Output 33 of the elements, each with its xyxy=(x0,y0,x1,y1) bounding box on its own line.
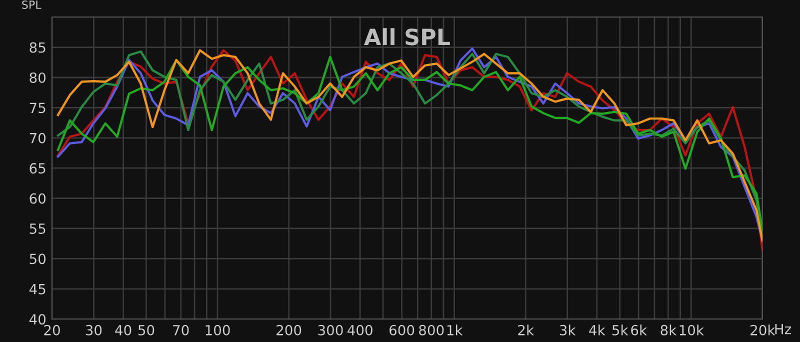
x-tick-label: 40 xyxy=(115,324,132,336)
x-tick-label: 50 xyxy=(138,324,154,336)
x-tick-label: 600 xyxy=(389,324,414,336)
y-tick-label: 45 xyxy=(29,284,46,294)
x-tick-label: 400 xyxy=(348,324,372,336)
x-tick-label: 1k xyxy=(447,324,463,336)
x-tick-label: 2k xyxy=(518,324,534,336)
x-tick-label: 300 xyxy=(318,324,343,336)
y-tick-label: 80 xyxy=(30,72,46,83)
x-tick-label: 6k xyxy=(631,324,647,336)
x-tick-label: 4k xyxy=(589,324,606,336)
y-tick-label: 75 xyxy=(30,102,46,114)
x-tick-label: 800 xyxy=(419,324,444,336)
y-axis-title: SPL xyxy=(22,0,42,9)
y-tick-label: 70 xyxy=(30,132,46,144)
y-tick-label: 40 xyxy=(29,314,46,325)
x-tick-label: 70 xyxy=(173,324,189,336)
x-tick-label: 20 xyxy=(44,324,60,336)
x-axis-title: Hz xyxy=(775,324,792,334)
x-tick-label: 8k xyxy=(660,324,677,336)
y-tick-label: 65 xyxy=(30,163,46,174)
y-tick-label: 60 xyxy=(30,193,46,204)
y-tick-label: 50 xyxy=(30,254,46,264)
chart-title: All SPL xyxy=(364,28,450,46)
y-tick-label: 55 xyxy=(30,224,46,234)
x-tick-label: 100 xyxy=(206,324,230,336)
x-tick-label: 200 xyxy=(276,324,302,336)
x-tick-label: 5k xyxy=(612,324,628,336)
x-tick-label: 30 xyxy=(86,324,102,336)
x-tick-label: 3k xyxy=(560,324,576,336)
x-tick-label: 10k xyxy=(680,324,704,336)
y-tick-label: 85 xyxy=(30,42,46,53)
x-tick-label: 20k xyxy=(750,324,776,336)
